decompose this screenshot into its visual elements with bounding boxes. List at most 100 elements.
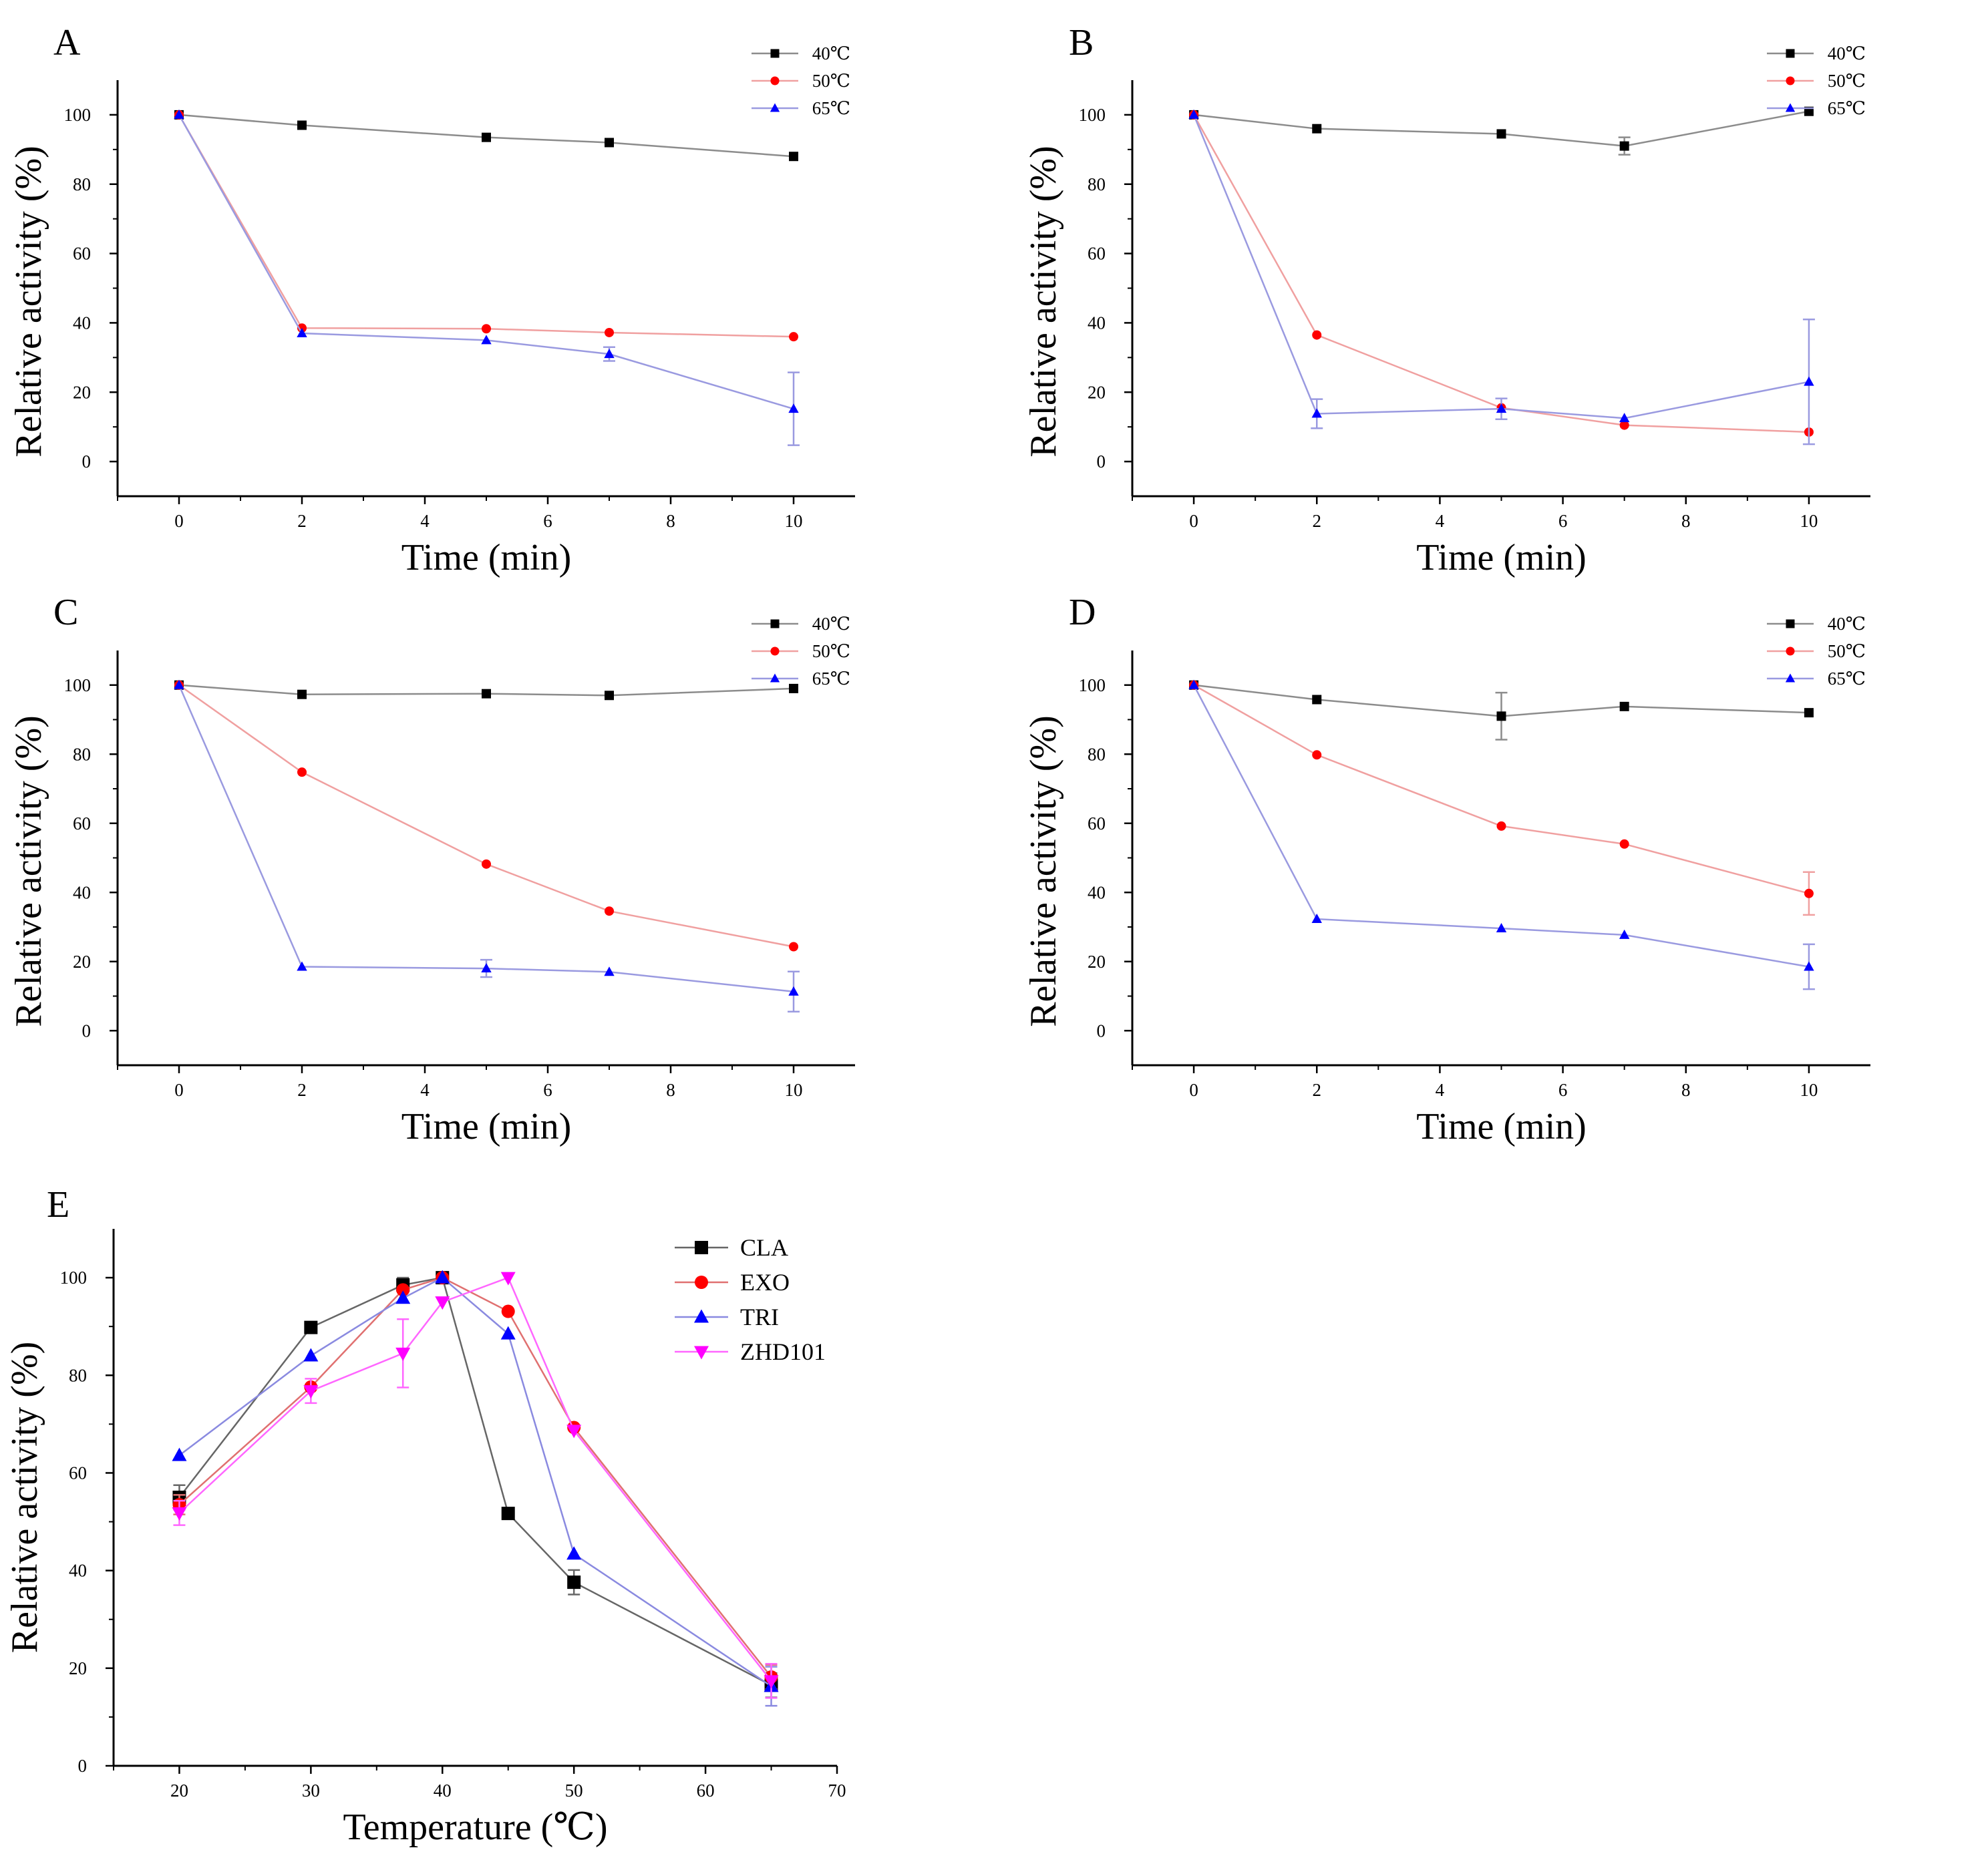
- legend-label: CLA: [740, 1234, 788, 1261]
- series-50: [1189, 680, 1815, 916]
- legend-marker: [770, 619, 780, 628]
- series-40: [1189, 106, 1814, 156]
- legend-marker: [1786, 76, 1795, 85]
- series-line: [178, 114, 794, 410]
- y-tick-label: 100: [60, 1268, 88, 1288]
- x-tick-label: 0: [174, 511, 184, 531]
- data-point: [789, 942, 798, 952]
- x-tick-label: 4: [420, 511, 430, 531]
- x-tick-label: 8: [1681, 511, 1691, 531]
- legend-marker: [1786, 619, 1795, 628]
- y-tick-label: 60: [73, 813, 91, 833]
- data-point: [1496, 129, 1506, 139]
- y-tick-label: 40: [1088, 882, 1106, 902]
- data-point: [788, 403, 799, 413]
- data-point: [1804, 376, 1814, 386]
- x-tick-label: 0: [174, 1080, 184, 1100]
- y-axis-label: Relative activity (%): [8, 146, 49, 457]
- data-point: [303, 1348, 319, 1362]
- y-tick-label: 100: [64, 105, 92, 125]
- data-point: [605, 691, 614, 701]
- data-point: [788, 986, 799, 996]
- x-tick-label: 10: [785, 1080, 803, 1100]
- data-point: [396, 1283, 410, 1297]
- series-line: [1192, 114, 1809, 433]
- data-point: [395, 1347, 411, 1361]
- data-point: [297, 767, 307, 777]
- data-point: [764, 1675, 779, 1689]
- data-point: [297, 689, 307, 699]
- data-point: [1496, 403, 1507, 413]
- legend-label: 65℃: [812, 669, 850, 689]
- x-tick-label: 6: [1558, 511, 1568, 531]
- data-point: [789, 152, 798, 162]
- legend-marker: [694, 1309, 709, 1323]
- data-point: [789, 332, 798, 342]
- x-tick-label: 0: [1189, 1080, 1198, 1100]
- data-point: [789, 683, 798, 693]
- x-tick-label: 10: [1800, 511, 1818, 531]
- series-tri: [172, 1270, 779, 1707]
- panel-d-letter: D: [1069, 592, 1096, 633]
- series-65: [174, 679, 800, 1013]
- legend-marker: [1785, 103, 1796, 112]
- series-line: [178, 685, 794, 993]
- y-tick-label: 20: [1088, 382, 1106, 402]
- x-tick-label: 6: [1558, 1080, 1568, 1100]
- x-tick-label: 30: [302, 1781, 320, 1801]
- y-tick-label: 80: [1088, 174, 1106, 194]
- y-tick-label: 100: [1079, 675, 1106, 695]
- x-axis-label: Temperature (℃): [343, 1807, 607, 1848]
- data-point: [1619, 413, 1630, 423]
- legend-marker: [770, 103, 780, 112]
- data-point: [482, 689, 491, 699]
- legend-label: 50℃: [812, 71, 850, 91]
- data-point: [1804, 708, 1814, 718]
- x-tick-label: 4: [420, 1080, 430, 1100]
- data-point: [1312, 695, 1322, 705]
- data-point: [605, 327, 614, 337]
- y-tick-label: 60: [73, 244, 91, 264]
- x-axis-label: Time (min): [1416, 1106, 1587, 1147]
- data-point: [482, 859, 491, 869]
- data-point: [1619, 839, 1629, 849]
- legend-marker: [695, 1276, 708, 1289]
- x-tick-label: 4: [1436, 511, 1445, 531]
- series-zhd101: [172, 1272, 779, 1699]
- data-point: [1311, 914, 1322, 924]
- x-tick-label: 2: [297, 511, 307, 531]
- y-tick-label: 60: [1088, 244, 1106, 264]
- x-tick-label: 70: [828, 1781, 846, 1801]
- legend: 40℃ 50℃ 65℃: [1767, 43, 1866, 118]
- x-tick-label: 8: [666, 1080, 675, 1100]
- data-point: [1312, 750, 1322, 760]
- x-axis-label: Time (min): [1416, 537, 1587, 578]
- x-tick-label: 0: [1189, 511, 1198, 531]
- y-axis-label: Relative activity (%): [4, 1342, 45, 1653]
- data-point: [501, 1304, 515, 1318]
- panel-e: E 20 30 40 50 60 70 0 20 40 60 80 100 Temperature (℃)…: [4, 1184, 846, 1848]
- legend-marker: [1786, 49, 1795, 58]
- x-axis-label: Time (min): [401, 537, 572, 578]
- y-tick-label: 80: [1088, 744, 1106, 764]
- data-point: [172, 1447, 187, 1461]
- data-point: [435, 1270, 450, 1284]
- x-tick-label: 50: [565, 1781, 583, 1801]
- data-point: [297, 120, 307, 130]
- series-line: [178, 1276, 772, 1678]
- series-40: [1189, 680, 1814, 741]
- legend: 40℃ 50℃ 65℃: [1767, 614, 1866, 689]
- series-65: [174, 109, 800, 446]
- data-point: [500, 1326, 516, 1340]
- series-40: [174, 680, 798, 701]
- x-tick-label: 6: [543, 1080, 552, 1100]
- data-point: [604, 966, 615, 976]
- legend-marker: [770, 76, 780, 85]
- legend: CLA EXO TRI ZHD101: [675, 1234, 826, 1365]
- series-50: [174, 680, 798, 952]
- series-line: [178, 684, 794, 948]
- y-tick-label: 60: [1088, 813, 1106, 833]
- data-point: [1619, 701, 1629, 711]
